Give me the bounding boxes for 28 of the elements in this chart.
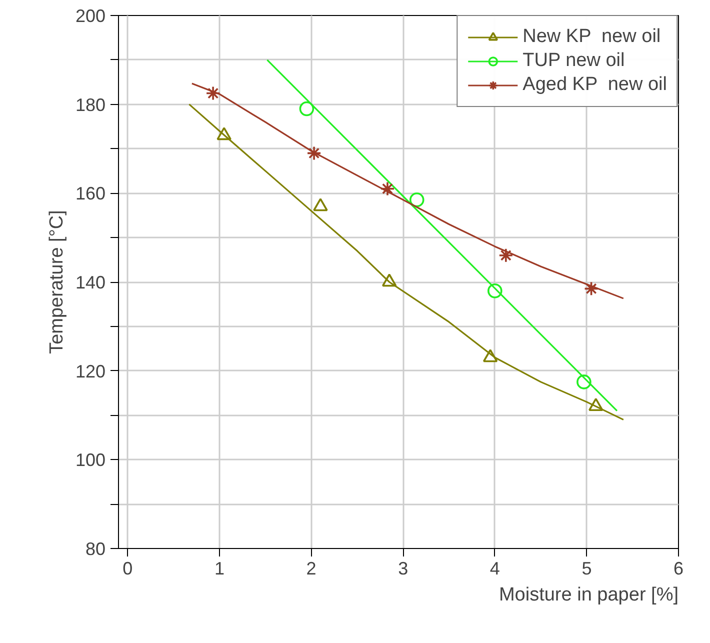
line-series [188, 104, 624, 420]
legend-label: Aged KP new oil [522, 74, 667, 96]
x-tick-label: 2 [306, 558, 316, 578]
point [584, 281, 599, 296]
x-tick-label: 1 [214, 558, 224, 578]
y-tick-label: 200 [75, 6, 106, 26]
y-axis-title: Temperature [°C] [46, 210, 68, 354]
y-tick-label: 180 [75, 94, 106, 115]
point [498, 248, 514, 263]
x-tick-label: 0 [122, 558, 133, 578]
point [380, 181, 395, 196]
legend-label: New KP new oil [522, 26, 661, 48]
point [206, 86, 220, 101]
y-tick-label: 120 [75, 361, 106, 382]
x-tick-label: 4 [490, 558, 500, 578]
x-axis-title: Moisture in paper [%] [498, 584, 679, 606]
point [306, 146, 322, 161]
y-tick-label: 80 [85, 539, 106, 559]
point [409, 192, 424, 208]
y-tick-label: 160 [75, 184, 106, 204]
y-tick-label: 100 [75, 450, 106, 470]
y-tick-label: 140 [75, 272, 106, 292]
point [299, 101, 314, 116]
x-tick-label: 3 [398, 558, 408, 578]
x-tick-label: 5 [582, 558, 592, 578]
point [313, 198, 328, 212]
x-tick-label: 6 [673, 558, 684, 578]
legend-label: TUP new oil [522, 50, 625, 72]
